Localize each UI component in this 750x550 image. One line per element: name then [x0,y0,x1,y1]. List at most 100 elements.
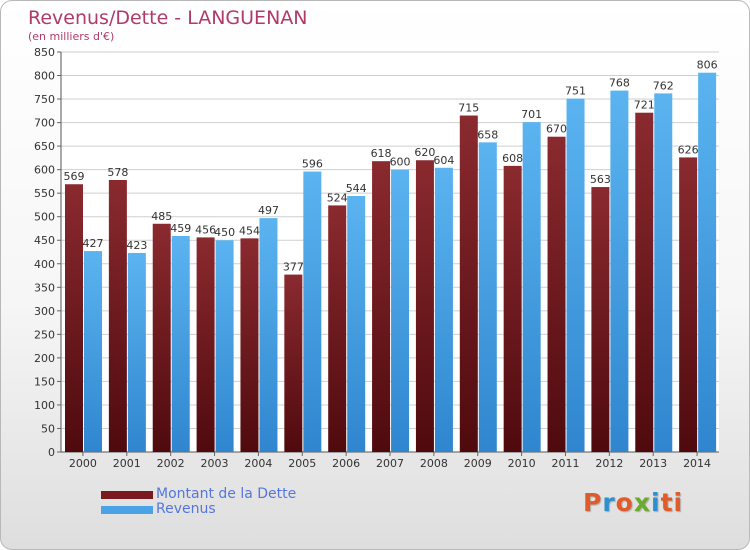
x-tick-label: 2011 [551,457,579,470]
bar-revenue [654,93,673,452]
x-tick-label: 2009 [464,457,492,470]
bar-revenue [391,169,410,452]
data-label-debt: 569 [64,170,85,183]
data-label-revenue: 544 [346,182,367,195]
bar-revenue [522,122,541,452]
logo-letter: i [673,488,684,517]
bar-debt [591,187,610,452]
data-label-revenue: 701 [521,108,542,121]
data-label-debt: 670 [546,123,567,136]
data-label-revenue: 600 [390,156,411,169]
x-tick-label: 2012 [595,457,623,470]
y-tick-label: 750 [34,93,55,106]
bar-debt [415,160,434,452]
y-tick-label: 400 [34,258,55,271]
logo-letter: o [615,488,634,517]
data-label-debt: 620 [414,146,435,159]
bar-debt [196,237,215,452]
data-label-revenue: 497 [258,204,279,217]
x-tick-label: 2002 [157,457,185,470]
legend-label-revenue: Revenus [156,501,216,517]
x-tick-label: 2005 [288,457,316,470]
bar-debt [459,115,478,452]
data-label-debt: 618 [371,147,392,160]
x-tick-label: 2004 [244,457,272,470]
bar-revenue [259,218,278,452]
bar-revenue [566,98,585,453]
y-tick-label: 200 [34,352,55,365]
bar-revenue [303,171,322,452]
data-label-debt: 626 [678,143,699,156]
data-label-revenue: 658 [477,128,498,141]
y-tick-label: 600 [34,164,55,177]
data-label-debt: 377 [283,261,304,274]
data-label-revenue: 459 [170,222,191,235]
x-tick-label: 2013 [639,457,667,470]
data-label-debt: 721 [634,99,655,112]
data-label-revenue: 596 [302,158,323,171]
y-tick-label: 800 [34,70,55,83]
x-tick-label: 2014 [683,457,711,470]
logo-letter: x [633,488,651,517]
data-label-revenue: 762 [653,79,674,92]
data-label-revenue: 604 [433,154,454,167]
y-tick-label: 300 [34,305,55,318]
x-tick-label: 2001 [113,457,141,470]
y-tick-label: 100 [34,399,55,412]
data-label-revenue: 450 [214,226,235,239]
logo-letter: r [602,488,616,517]
y-tick-label: 500 [34,211,55,224]
bar-revenue [478,142,497,452]
data-label-debt: 456 [195,223,216,236]
y-tick-label: 700 [34,117,55,130]
proxiti-logo: Proxiti [583,488,683,517]
bar-debt [679,157,698,453]
y-tick-label: 850 [34,46,55,59]
bar-revenue [698,72,717,453]
bar-debt [635,112,654,453]
logo-letter: i [651,488,661,517]
data-label-revenue: 423 [126,239,147,252]
bar-debt [65,184,83,452]
bar-revenue [171,236,190,452]
bar-revenue [610,90,629,453]
bar-revenue [347,196,366,452]
y-tick-label: 0 [48,446,55,459]
y-tick-label: 250 [34,328,55,341]
y-tick-label: 350 [34,281,55,294]
x-tick-label: 2010 [508,457,536,470]
bar-debt [284,274,303,452]
bar-debt [108,180,127,452]
x-tick-label: 2008 [420,457,448,470]
bar-revenue [127,252,146,452]
y-tick-label: 650 [34,140,55,153]
data-label-debt: 524 [327,191,348,204]
chart-title: Revenus/Dette - LANGUENAN [28,7,308,29]
data-label-revenue: 768 [609,77,630,90]
y-tick-label: 550 [34,187,55,200]
bar-debt [328,205,347,452]
data-label-revenue: 751 [565,85,586,98]
bar-debt [240,238,259,452]
x-tick-label: 2007 [376,457,404,470]
logo-letter: P [583,488,603,517]
legend-label-debt: Montant de la Dette [156,486,297,502]
y-tick-label: 450 [34,234,55,247]
x-tick-label: 2000 [69,457,97,470]
data-label-revenue: 806 [697,59,718,72]
legend-swatch-debt [101,491,153,499]
data-label-revenue: 427 [83,237,104,250]
bar-revenue [434,167,453,452]
bar-revenue [215,240,234,452]
data-label-debt: 454 [239,224,260,237]
chart-subtitle: (en milliers d'€) [28,30,115,43]
y-tick-label: 150 [34,375,55,388]
data-label-debt: 608 [502,152,523,165]
bar-debt [503,165,522,452]
bar-revenue [84,251,102,452]
legend-swatch-revenue [101,506,153,514]
bar-debt [152,223,171,452]
bar-debt [372,161,391,453]
data-label-debt: 578 [107,166,128,179]
